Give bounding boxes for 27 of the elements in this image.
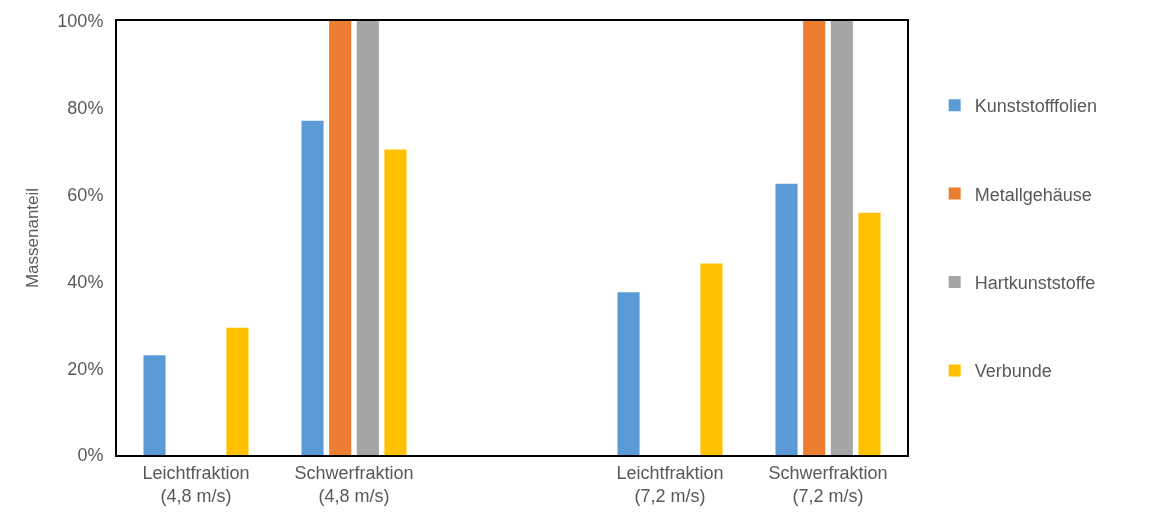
x-tick-label: Schwerfraktion (4,8 m/s) xyxy=(294,462,414,506)
y-tick-label: 40% xyxy=(67,271,104,292)
y-tick-label: 80% xyxy=(67,98,104,119)
bar xyxy=(301,120,324,455)
bar xyxy=(803,21,826,455)
bar xyxy=(775,183,798,455)
legend-label: Hartkunststoffe xyxy=(974,273,1096,294)
bar xyxy=(356,21,379,455)
y-tick-label: 100% xyxy=(57,11,104,32)
x-tick-label: Schwerfraktion (7,2 m/s) xyxy=(768,462,888,506)
y-tick-label: 60% xyxy=(67,184,104,205)
y-tick-label: 20% xyxy=(67,358,104,379)
bar xyxy=(830,21,853,455)
bar xyxy=(700,263,723,455)
y-axis-title: Massenanteil xyxy=(23,187,43,289)
bar xyxy=(858,212,881,455)
legend-label: Kunststofffolien xyxy=(974,96,1098,117)
legend-label: Verbunde xyxy=(974,361,1052,382)
bar xyxy=(617,292,640,455)
y-tick-label: 0% xyxy=(77,445,104,466)
bar xyxy=(143,355,166,455)
bar xyxy=(329,21,352,455)
x-tick-label: Leichtfraktion (7,2 m/s) xyxy=(616,462,724,506)
x-tick-label: Leichtfraktion (4,8 m/s) xyxy=(142,462,250,506)
bar xyxy=(226,327,249,455)
bar xyxy=(384,149,407,455)
legend-label: Metallgehäuse xyxy=(974,184,1092,205)
